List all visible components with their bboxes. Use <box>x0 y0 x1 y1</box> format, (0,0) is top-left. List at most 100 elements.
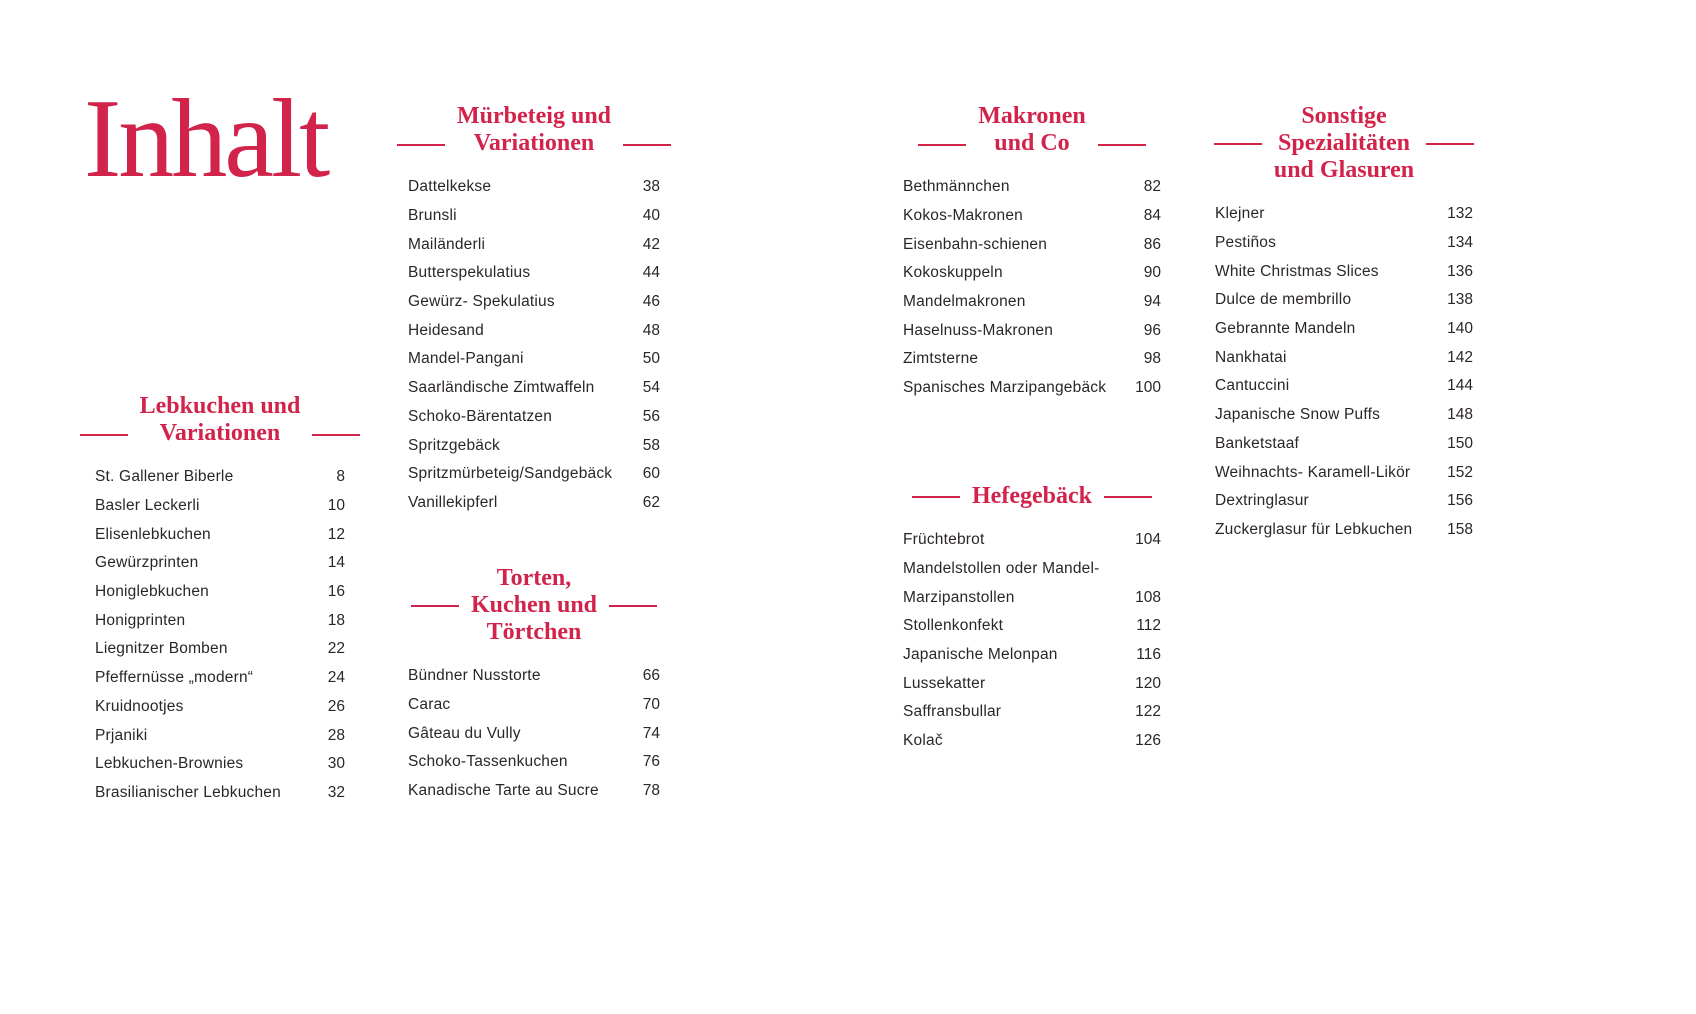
section-torten-kuchen-toertchen: Torten, Kuchen und Törtchen Bündner Nuss… <box>408 565 660 805</box>
toc-item-label: Dextringlasur <box>1215 492 1309 510</box>
toc-item-label: Saffransbullar <box>903 703 1002 721</box>
toc-item-page: 156 <box>1447 492 1473 510</box>
toc-item: Gewürz- Spekulatius 46 <box>408 288 660 317</box>
toc-item-page: 70 <box>642 696 660 714</box>
toc-item-label: Bündner Nusstorte <box>408 667 541 685</box>
toc-item-label: Mandel-Pangani <box>408 350 524 368</box>
toc-item-page: 126 <box>1135 732 1161 750</box>
toc-item-label: Liegnitzer Bomben <box>95 640 228 658</box>
toc-item: Klejner 132 <box>1215 200 1473 229</box>
toc-item: Kruidnootjes 26 <box>95 693 345 722</box>
toc-item-label: Zuckerglasur für Lebkuchen <box>1215 520 1413 538</box>
toc-item: Spanisches Marzipangebäck 100 <box>903 374 1161 403</box>
toc-item-page: 58 <box>642 436 660 454</box>
toc-item: Zuckerglasur für Lebkuchen 158 <box>1215 516 1473 545</box>
section-heading-text: Mürbeteig und Variationen <box>457 103 612 156</box>
toc-item: Gewürzprinten 14 <box>95 549 345 578</box>
toc-item: Kanadische Tarte au Sucre 78 <box>408 777 660 806</box>
toc-item-page: 40 <box>642 207 660 225</box>
toc-item: Bündner Nusstorte 66 <box>408 662 660 691</box>
toc-list: Früchtebrot 104 Mandelstollen oder Mandel-… <box>903 526 1161 756</box>
toc-item-label: Gewürzprinten <box>95 554 199 572</box>
toc-item-page: 42 <box>642 235 660 253</box>
toc-item-page: 38 <box>642 178 660 196</box>
toc-item-label: Butterspekulatius <box>408 264 531 282</box>
toc-item-page: 54 <box>642 379 660 397</box>
toc-item-label: Gewürz- Spekulatius <box>408 293 555 311</box>
toc-item-page: 16 <box>327 583 345 601</box>
toc-item-label: Gebrannte Mandeln <box>1215 320 1356 338</box>
toc-item: Spritzgebäck 58 <box>408 431 660 460</box>
toc-item: Eisenbahn-schienen 86 <box>903 230 1161 259</box>
toc-item-page: 138 <box>1447 291 1473 309</box>
toc-item-label: Honigprinten <box>95 611 186 629</box>
toc-item-label: Mandelmakronen <box>903 293 1026 311</box>
toc-item: Bethmännchen 82 <box>903 173 1161 202</box>
toc-item: Weihnachts- Karamell-Likör 152 <box>1215 458 1473 487</box>
toc-item-page: 82 <box>1143 178 1161 196</box>
toc-item-label: Brunsli <box>408 207 457 225</box>
toc-item-page: 150 <box>1447 434 1473 452</box>
toc-item-page: 60 <box>642 465 660 483</box>
toc-item-page: 152 <box>1447 463 1473 481</box>
toc-item: Dextringlasur 156 <box>1215 487 1473 516</box>
toc-item: Honiglebkuchen 16 <box>95 578 345 607</box>
toc-item-page: 24 <box>327 669 345 687</box>
toc-item-page: 144 <box>1447 377 1473 395</box>
toc-list: Bündner Nusstorte 66 Carac 70 Gâteau du Vull… <box>408 662 660 805</box>
toc-item-label: Japanische Snow Puffs <box>1215 406 1381 424</box>
heading-dash-right <box>623 144 672 146</box>
toc-item-label: White Christmas Slices <box>1215 262 1379 280</box>
toc-item: Japanische Melonpan 116 <box>903 641 1161 670</box>
toc-item-label: Zimtsterne <box>903 350 979 368</box>
toc-item-label: Nankhatai <box>1215 348 1287 366</box>
toc-item: Lussekatter 120 <box>903 669 1161 698</box>
toc-item-page: 104 <box>1135 531 1161 549</box>
toc-item-label: Brasilianischer Lebkuchen <box>95 783 281 801</box>
section-heading: Mürbeteig und Variationen <box>397 103 672 157</box>
toc-list: Klejner 132 Pestiños 134 White Christmas Sli… <box>1215 200 1473 544</box>
section-lebkuchen-und-variationen: Lebkuchen und Variationen St. Gallener B… <box>79 393 361 807</box>
toc-item-page: 84 <box>1143 207 1161 225</box>
heading-dash-right <box>312 434 361 436</box>
section-heading-text: Hefegebäck <box>972 483 1092 509</box>
toc-item-label: Dulce de membrillo <box>1215 291 1352 309</box>
toc-item-page: 86 <box>1143 235 1161 253</box>
toc-item-label: Honiglebkuchen <box>95 583 209 601</box>
toc-item-page: 46 <box>642 293 660 311</box>
section-hefegebaeck: Hefegebäck Früchtebrot 104 Mandelstollen o… <box>903 483 1161 756</box>
toc-item: Cantuccini 144 <box>1215 372 1473 401</box>
section-heading: Hefegebäck <box>903 483 1161 510</box>
page-title: Inhalt <box>84 77 330 201</box>
toc-item: Nankhatai 142 <box>1215 343 1473 372</box>
toc-item: Schoko-Bärentatzen 56 <box>408 403 660 432</box>
toc-item-page: 122 <box>1135 703 1161 721</box>
toc-item: Honigprinten 18 <box>95 606 345 635</box>
toc-item: Butterspekulatius 44 <box>408 259 660 288</box>
toc-item-label: Kokos-Makronen <box>903 207 1023 225</box>
section-sonstige-spezialitaeten: Sonstige Spezialitäten und Glasuren Klej… <box>1213 103 1475 544</box>
toc-item-page: 76 <box>642 753 660 771</box>
toc-item: Gebrannte Mandeln 140 <box>1215 315 1473 344</box>
toc-item: Mandelmakronen 94 <box>903 288 1161 317</box>
toc-item-page: 30 <box>327 755 345 773</box>
toc-item: Elisenlebkuchen 12 <box>95 520 345 549</box>
toc-item-label: Kokoskuppeln <box>903 264 1003 282</box>
toc-item: Früchtebrot 104 <box>903 526 1161 555</box>
section-heading-text: Makronen und Co <box>978 103 1086 156</box>
toc-item-label: Kruidnootjes <box>95 697 184 715</box>
heading-dash-right <box>1103 495 1152 498</box>
toc-item-page: 96 <box>1143 321 1161 339</box>
toc-item-page: 32 <box>327 783 345 801</box>
toc-item-page: 44 <box>642 264 660 282</box>
toc-item-label: Spanisches Marzipangebäck <box>903 379 1107 397</box>
toc-item-page: 134 <box>1447 234 1473 252</box>
toc-item-page: 90 <box>1143 264 1161 282</box>
toc-item-label: St. Gallener Biberle <box>95 468 234 486</box>
toc-item: Haselnuss-Makronen 96 <box>903 316 1161 345</box>
toc-item: Lebkuchen-Brownies 30 <box>95 750 345 779</box>
toc-item-page: 66 <box>642 667 660 685</box>
toc-item-page: 158 <box>1447 520 1473 538</box>
toc-item-label: Kolač <box>903 732 943 750</box>
toc-item-page: 28 <box>327 726 345 744</box>
